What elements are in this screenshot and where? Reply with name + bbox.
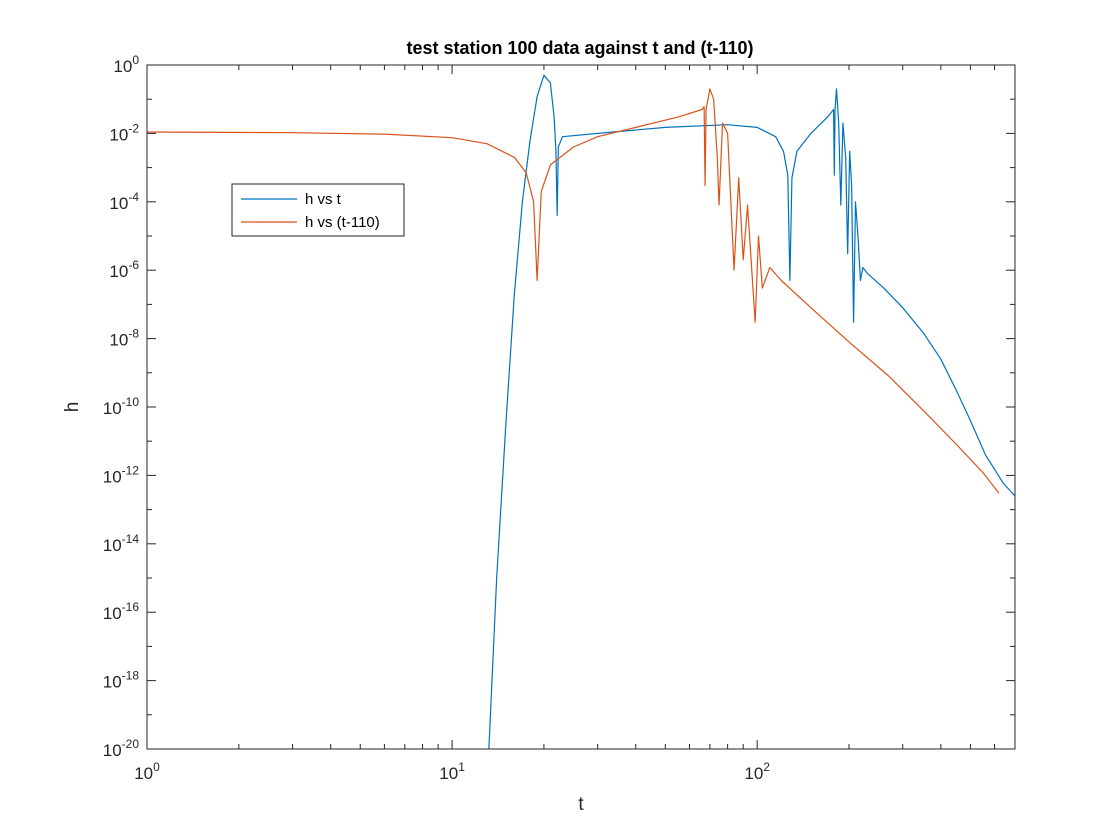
plot-area xyxy=(147,65,1015,749)
y-tick-label: 10-4 xyxy=(109,190,139,213)
y-tick-label: 10-14 xyxy=(103,532,140,555)
x-axis-label: t xyxy=(578,794,584,815)
y-tick-label: 10-8 xyxy=(109,327,139,350)
chart-title: test station 100 data against t and (t-1… xyxy=(406,38,753,58)
legend-box xyxy=(231,183,405,237)
y-tick-label: 100 xyxy=(113,53,139,76)
x-tick-label: 102 xyxy=(744,760,770,783)
y-tick-label: 10-16 xyxy=(103,600,140,623)
y-tick-label: 10-20 xyxy=(103,737,140,760)
y-tick-label: 10-18 xyxy=(103,669,140,692)
series-line-1 xyxy=(147,88,1000,494)
plot-frame xyxy=(146,64,1016,750)
legend[interactable]: h vs t h vs (t-110) xyxy=(231,183,405,237)
y-tick-label: 10-6 xyxy=(109,258,139,281)
x-tick-label: 101 xyxy=(439,760,465,783)
y-tick-label: 10-10 xyxy=(103,395,140,418)
legend-label-h-vs-t: h vs t xyxy=(305,191,342,208)
tick-labels: 100 101 102 100 10-2 10-4 10-6 10-8 10-10 10-12 10… xyxy=(103,53,771,783)
y-axis-label: h xyxy=(62,402,83,413)
series-line-0 xyxy=(488,74,1015,749)
ticks-layer xyxy=(146,64,1015,750)
x-tick-label: 100 xyxy=(134,760,160,783)
legend-label-h-vs-t-110: h vs (t-110) xyxy=(305,214,380,231)
series-layer xyxy=(147,74,1015,749)
y-tick-label: 10-12 xyxy=(103,463,140,486)
y-tick-label: 10-2 xyxy=(109,121,139,144)
